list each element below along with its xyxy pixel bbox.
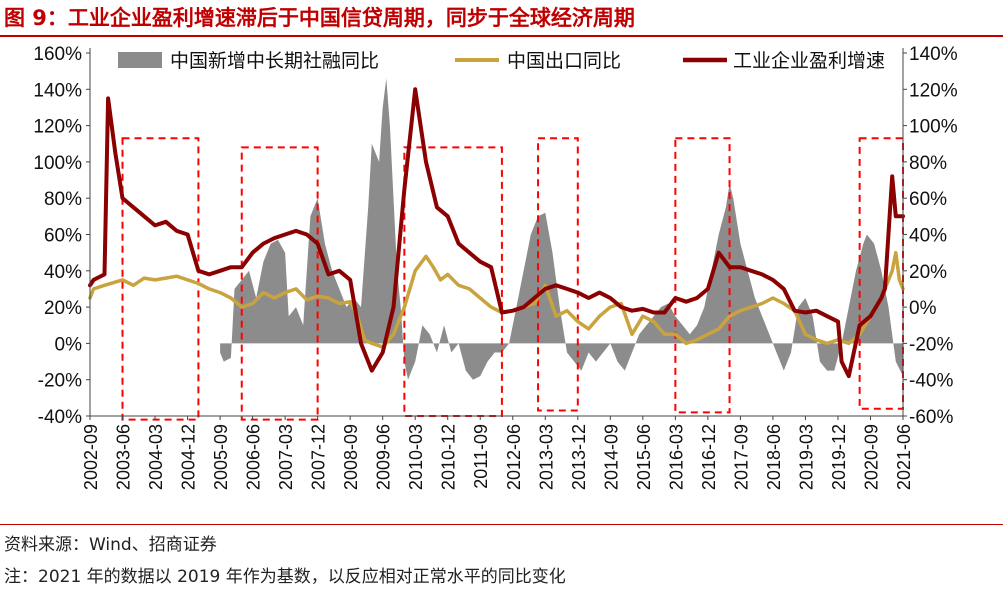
x-tick-label: 2002-09 [81,424,101,490]
footnote: 注：2021 年的数据以 2019 年作为基数，以反应相对正常水平的同比变化 [4,567,566,587]
y-right-tick-label: 140% [909,44,958,65]
x-tick-label: 2009-06 [374,424,394,490]
y-right-tick-label: 20% [909,262,947,283]
cycle-highlight-box-6 [858,137,905,410]
legend-profit-label: 工业企业盈利增速 [733,50,885,72]
x-tick-label: 2020-09 [861,424,881,490]
x-tick-label: 2011-09 [471,424,491,489]
cycle-highlight-box-1 [121,137,200,421]
x-tick-label: 2006-06 [244,424,264,490]
x-tick-label: 2010-12 [439,424,459,490]
x-tick-label: 2003-06 [114,424,134,490]
x-tick-label: 2012-06 [504,424,524,490]
y-right-tick-label: 120% [909,80,958,101]
x-tick-label: 2018-06 [764,424,784,490]
y-left-tick-label: 20% [44,298,82,319]
legend-credit-swatch [118,52,162,68]
y-right-tick-label: -20% [909,334,953,355]
y-left-tick-label: 120% [33,117,82,138]
x-tick-label: 2004-12 [179,424,199,490]
legend-credit-label: 中国新增中长期社融同比 [170,50,379,72]
y-right-tick-label: -40% [909,371,953,392]
x-tick-label: 2015-06 [634,424,654,490]
x-tick-label: 2008-09 [341,424,361,490]
y-left-tick-label: 140% [33,80,82,101]
x-tick-label: 2004-03 [146,424,166,490]
figure-title: 图 9：工业企业盈利增速滞后于中国信贷周期，同步于全球经济周期 [4,6,635,30]
cycle-highlight-box-2 [240,146,319,421]
cycle-highlight-box-5 [674,137,731,414]
x-tick-label: 2019-12 [829,424,849,490]
y-left-tick-label: 100% [33,153,82,174]
y-right-tick-label: 60% [909,189,947,210]
y-left-tick-label: 40% [44,262,82,283]
credit-area-series [220,78,904,380]
y-left-tick-label: 80% [44,189,82,210]
x-tick-label: 2016-12 [699,424,719,490]
x-tick-label: 2021-06 [894,424,914,490]
y-left-tick-label: 160% [33,44,82,65]
x-tick-label: 2013-12 [569,424,589,490]
y-right-tick-label: 40% [909,226,947,247]
x-tick-label: 2007-12 [309,424,329,490]
x-tick-label: 2005-09 [211,424,231,490]
y-left-tick-label: 0% [55,334,83,355]
x-tick-label: 2019-03 [796,424,816,490]
y-right-tick-label: 0% [909,298,937,319]
y-left-tick-label: 60% [44,226,82,247]
chart: -40% -20% 0% 20% 40% 60% 80% 100% 120% 140% 160% -6… [33,44,958,490]
profit-line-series [88,87,905,379]
footer-rule [0,524,1003,525]
y-right-tick-label: 80% [909,153,947,174]
source-note: 资料来源：Wind、招商证券 [4,535,217,555]
exports-line-series [88,250,905,349]
y-left-tick-label: -40% [38,407,82,428]
y-right-tick-label: -60% [909,407,953,428]
x-tick-label: 2017-09 [731,424,751,490]
legend-exports-label: 中国出口同比 [507,50,621,72]
x-tick-label: 2007-03 [276,424,296,490]
y-right-tick-label: 100% [909,117,958,138]
x-tick-label: 2014-09 [601,424,621,490]
x-tick-label: 2010-03 [406,424,426,490]
x-tick-label: 2016-03 [666,424,686,490]
y-left-tick-label: -20% [38,371,82,392]
title-rule [0,35,1003,37]
x-tick-label: 2013-03 [536,424,556,490]
